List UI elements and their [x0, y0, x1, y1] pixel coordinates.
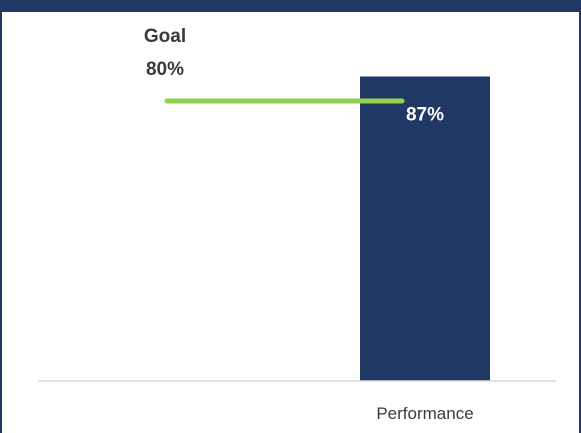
bar-performance: [360, 76, 490, 381]
x-tick-labels: Performance: [376, 404, 473, 423]
bar-value-label: 87%: [406, 105, 444, 126]
bar-data-labels: 87%: [406, 105, 444, 126]
bar-series: [360, 76, 490, 381]
goal-title-label: Goal: [144, 26, 186, 47]
x-tick-label: Performance: [376, 404, 473, 423]
goal-value-label: 80%: [146, 59, 184, 80]
